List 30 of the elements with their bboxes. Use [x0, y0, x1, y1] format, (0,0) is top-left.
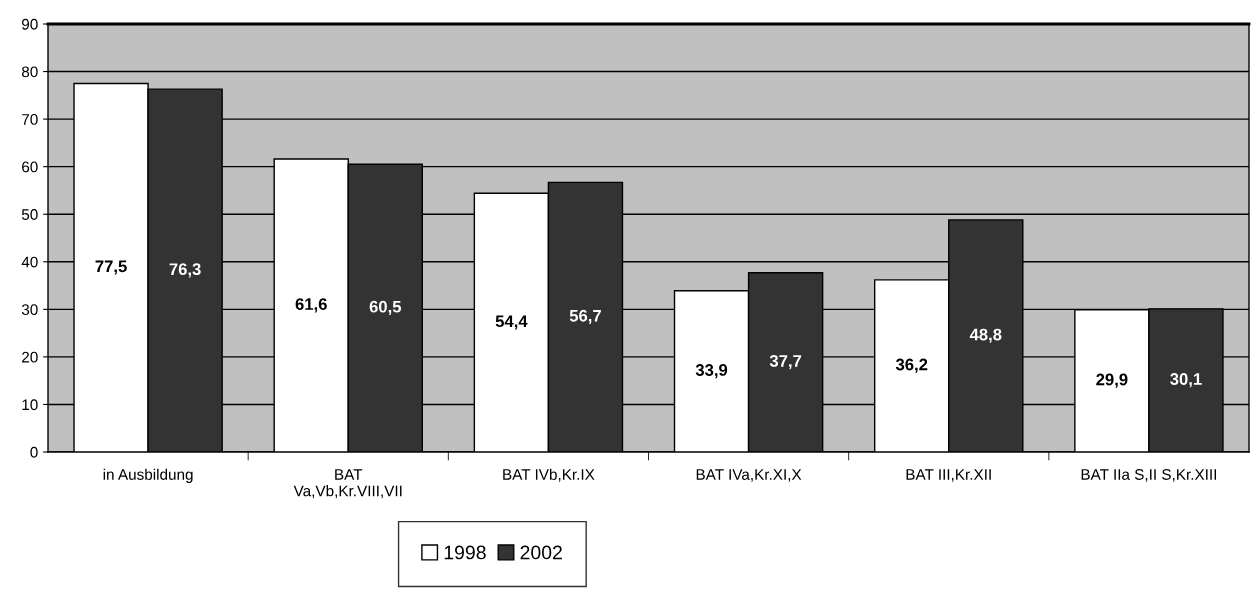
- x-tick-label: BAT IVa,Kr.XI,X: [696, 469, 802, 482]
- y-tick-label: 60: [22, 161, 38, 173]
- y-tick-label: 30: [21, 304, 38, 316]
- data-label: 48,8: [969, 328, 1002, 343]
- x-tick-label: BAT IIa S,II S,Kr.XIII: [1081, 469, 1217, 482]
- data-label: 77,5: [95, 260, 127, 275]
- y-tick-label: 80: [21, 66, 38, 78]
- x-tick-label: in Ausbildung: [103, 468, 193, 483]
- y-tick-label: 70: [22, 113, 38, 125]
- legend-label: 2002: [520, 545, 562, 560]
- data-label: 37,7: [769, 355, 802, 370]
- y-tick-label: 40: [21, 256, 38, 268]
- data-label: 33,9: [695, 364, 728, 379]
- data-label: 60,5: [369, 300, 402, 316]
- y-tick-label: 10: [22, 399, 38, 411]
- y-tick-label: 0: [30, 446, 38, 458]
- x-tick-label: BAT III,Kr.XII: [906, 469, 991, 482]
- y-tick-label: 20: [22, 351, 38, 363]
- x-tick-label: BAT Va,Vb,Kr.VIII,VII: [293, 469, 402, 499]
- data-label: 36,2: [895, 358, 928, 373]
- data-label: 76,3: [169, 263, 201, 278]
- y-tick-label: 90: [22, 18, 38, 30]
- data-label: 30,1: [1170, 373, 1202, 388]
- y-tick-label: 50: [21, 209, 38, 220]
- legend-label: 1998: [444, 545, 486, 560]
- data-label: 56,7: [569, 309, 601, 325]
- x-tick-label: BAT IVb,Kr.IX: [503, 468, 595, 482]
- data-label: 54,4: [495, 315, 528, 330]
- data-label: 29,9: [1096, 373, 1128, 388]
- data-label: 61,6: [295, 298, 327, 313]
